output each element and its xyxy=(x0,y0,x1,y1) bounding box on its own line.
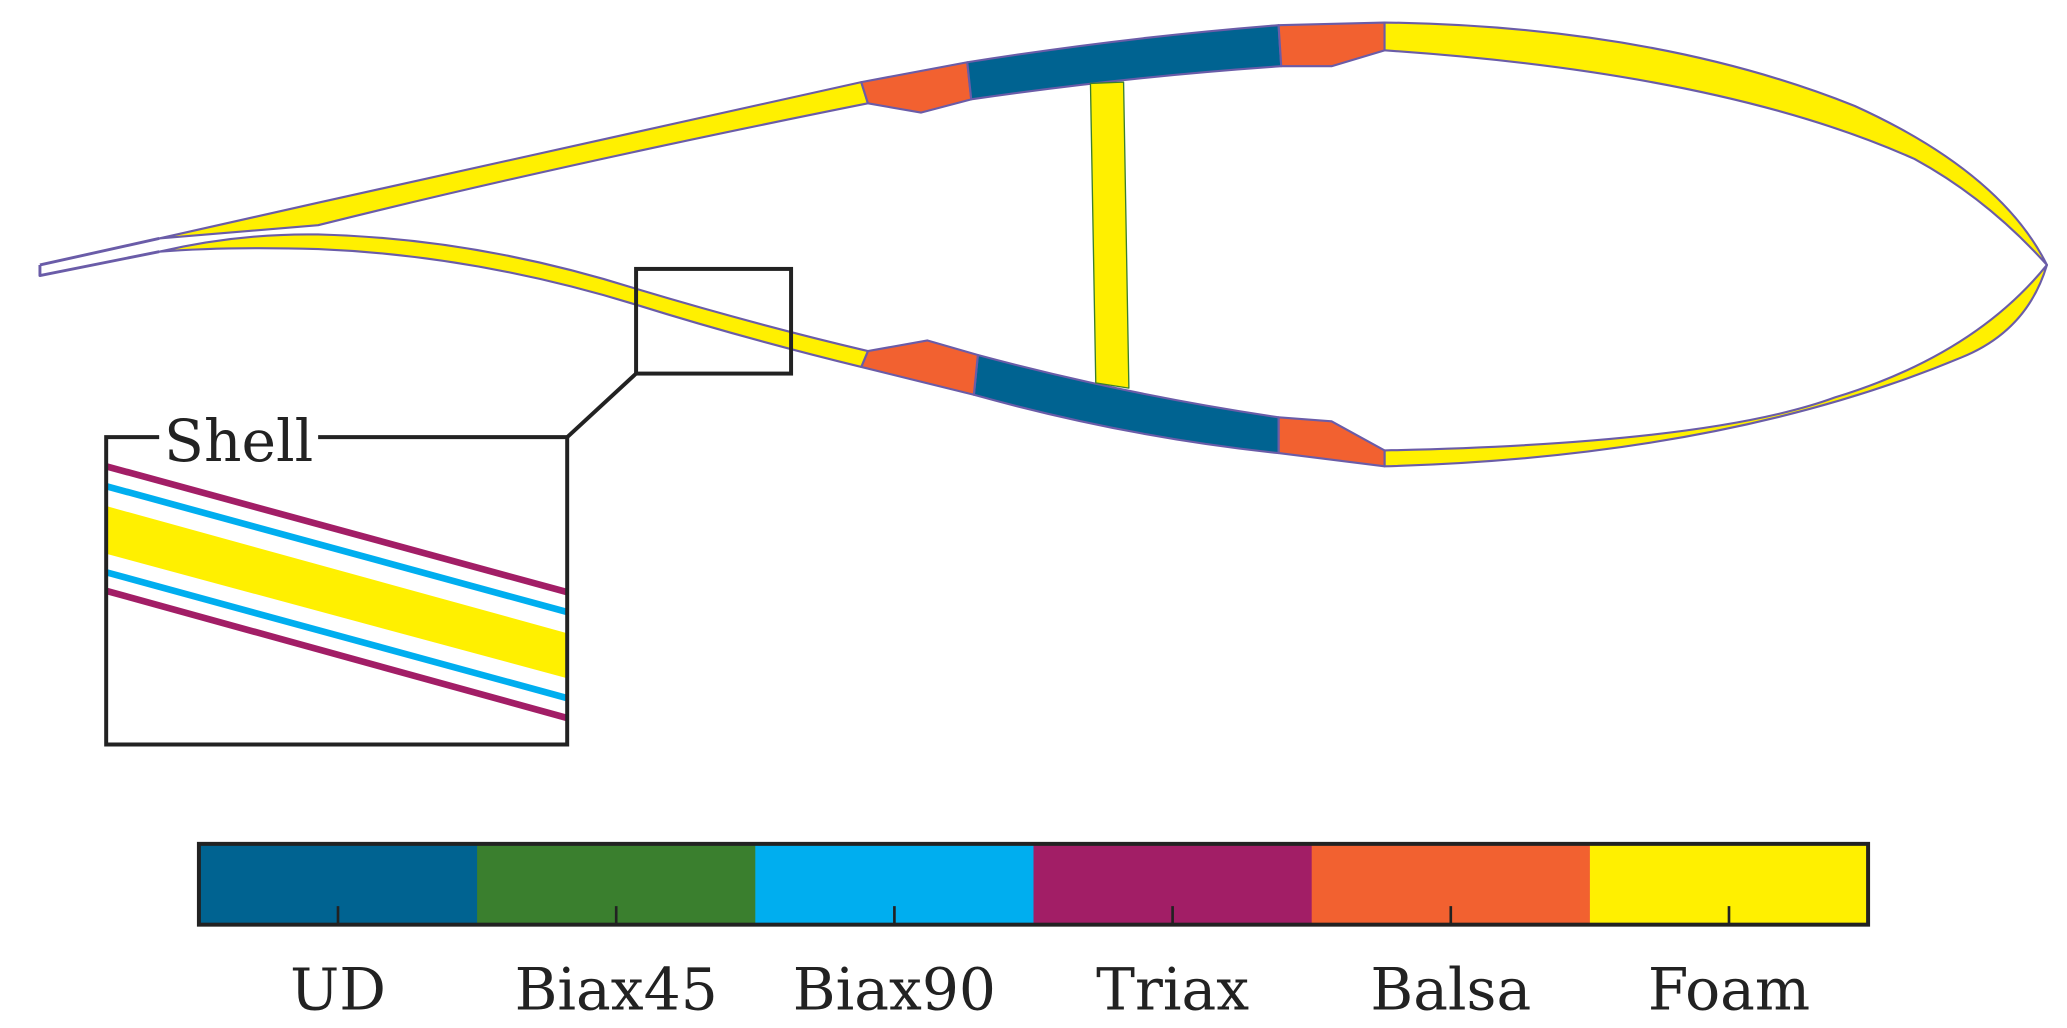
lower-fwd-balsa xyxy=(1277,416,1386,468)
colorbar-label-biax90: Biax90 xyxy=(793,955,996,1023)
colorbar-label-foam: Foam xyxy=(1648,955,1810,1023)
colorbar-label-ud: UD xyxy=(290,955,386,1023)
inset-frame xyxy=(104,435,570,747)
inset-biax90-top xyxy=(106,482,568,616)
inset-triax-bottom xyxy=(106,587,568,722)
lower-aft-balsa xyxy=(860,339,979,396)
upper-aft-foam xyxy=(158,81,869,240)
colorbar-frame xyxy=(196,841,1871,927)
upper-fwd-foam xyxy=(1383,21,2048,267)
callout-connector xyxy=(565,372,638,439)
material-colorbar: UD Biax45 Biax90 Triax Balsa Foam xyxy=(196,841,1871,1023)
upper-aft-balsa xyxy=(860,61,973,114)
shear-web xyxy=(1089,81,1130,389)
airfoil-section xyxy=(38,21,2048,468)
trailing-edge-laminate xyxy=(38,237,160,278)
colorbar-label-triax: Triax xyxy=(1096,955,1249,1023)
lower-aft-foam xyxy=(158,233,869,369)
inset-biax90-bottom xyxy=(106,569,568,702)
upper-fwd-balsa xyxy=(1277,21,1386,68)
lower-spar-cap-ud xyxy=(972,353,1280,455)
inset-triax-top xyxy=(106,463,568,596)
inset-foam-layer xyxy=(106,506,568,679)
inset-label: Shell xyxy=(164,407,313,475)
colorbar-label-biax45: Biax45 xyxy=(515,955,718,1023)
colorbar-label-balsa: Balsa xyxy=(1370,955,1531,1023)
shell-inset: Shell xyxy=(104,407,570,747)
lower-fwd-foam xyxy=(1383,263,2048,468)
zoom-region-box xyxy=(634,266,794,376)
zoom-callout xyxy=(565,266,794,439)
